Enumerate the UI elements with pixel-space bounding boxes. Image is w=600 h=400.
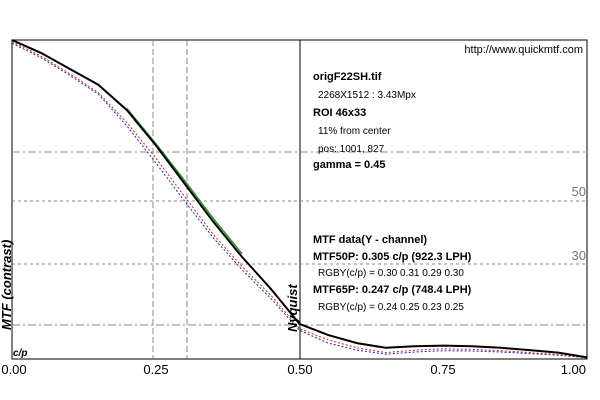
- info-mtf50: MTF50P: 0.305 c/p (922.3 LPH): [313, 251, 472, 263]
- info-gamma: gamma = 0.45: [313, 159, 385, 171]
- x-tick-1: 0.25: [143, 362, 168, 377]
- info-from-center: 11% from center: [318, 126, 391, 137]
- info-filename: origF22SH.tif: [313, 71, 382, 83]
- info-mtf65: MTF65P: 0.247 c/p (748.4 LPH): [313, 284, 472, 296]
- ref-label-50: 50: [572, 184, 586, 199]
- x-tick-0: 0.00: [1, 362, 26, 377]
- series-line-0: [11, 39, 588, 359]
- x-axis-label: c/p: [13, 348, 27, 359]
- x-tick-2: 0.50: [287, 362, 312, 377]
- info-dimensions: 2268X1512 : 3.43Mpx: [318, 90, 416, 101]
- url-text: http://www.quickmtf.com: [464, 44, 583, 56]
- info-roi: ROI 46x33: [313, 107, 366, 119]
- info-rgby50: RGBY(c/p) = 0.30 0.31 0.29 0.30: [318, 268, 464, 279]
- series-layer: [11, 39, 588, 359]
- x-tick-3: 0.75: [430, 362, 455, 377]
- info-rgby65: RGBY(c/p) = 0.24 0.25 0.23 0.25: [318, 302, 464, 313]
- x-tick-4: 1.00: [561, 362, 586, 377]
- y-axis-label: MTF (contrast): [0, 240, 14, 330]
- nyquist-label: Nyquist: [285, 284, 300, 332]
- info-pos: pos: 1001, 827: [318, 144, 385, 155]
- ref-label-30: 30: [572, 248, 586, 263]
- series-line-1: [126, 108, 243, 255]
- info-mtf-title: MTF data(Y - channel): [313, 234, 427, 246]
